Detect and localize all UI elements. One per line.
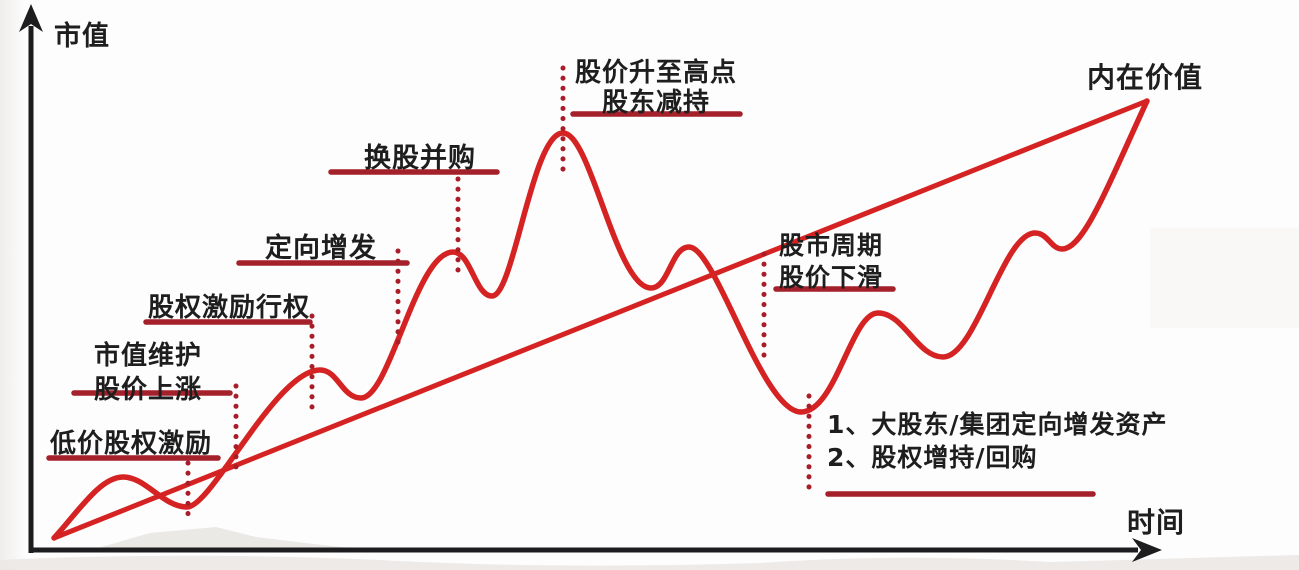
annotation-bottom-actions: 1、大股东/集团定向增发资产 2、股权增持/回购 (827, 408, 1168, 474)
mountain-watermark (88, 527, 382, 551)
x-axis-label: 时间 (1127, 506, 1186, 539)
x-axis-arrow-icon (1132, 538, 1162, 562)
annotation-market-cycle: 股市周期 股价下滑 (779, 230, 883, 294)
annotation-value-maintenance-line1: 市值维护 (93, 341, 202, 371)
market-value-curve (51, 98, 1150, 541)
annotation-underlines (46, 111, 1096, 497)
annotation-peak-reduction-line2: 股东减持 (601, 88, 710, 118)
annotation-incentive-exercise: 股权激励行权 (148, 293, 311, 323)
annotation-low-price-incentive: 低价股权激励 (50, 429, 213, 459)
y-axis-arrow-icon (19, 4, 43, 32)
dotted-leader-lines (185, 65, 812, 524)
annotation-value-maintenance: 市值维护 股价上涨 (48, 339, 248, 407)
annotation-peak-reduction-line1: 股价升至高点 (574, 58, 737, 88)
intrinsic-value-label: 内在价值 (1087, 61, 1204, 94)
annotation-bottom-action-1: 1、大股东/集团定向增发资产 (827, 410, 1168, 439)
annotation-market-cycle-line2: 股价下滑 (779, 263, 884, 292)
annotation-value-maintenance-line2: 股价上涨 (93, 375, 202, 405)
y-axis-label: 市值 (54, 21, 110, 52)
background-tint (1150, 228, 1299, 328)
annotation-bottom-action-2: 2、股权增持/回购 (827, 443, 1038, 472)
annotation-peak-reduction: 股价升至高点 股东减持 (541, 58, 771, 118)
mountain-watermark-lower (0, 555, 1299, 570)
annotation-private-placement: 定向增发 (265, 233, 377, 264)
annotation-share-swap-ma: 换股并购 (364, 143, 476, 174)
annotation-market-cycle-line1: 股市周期 (779, 231, 884, 260)
